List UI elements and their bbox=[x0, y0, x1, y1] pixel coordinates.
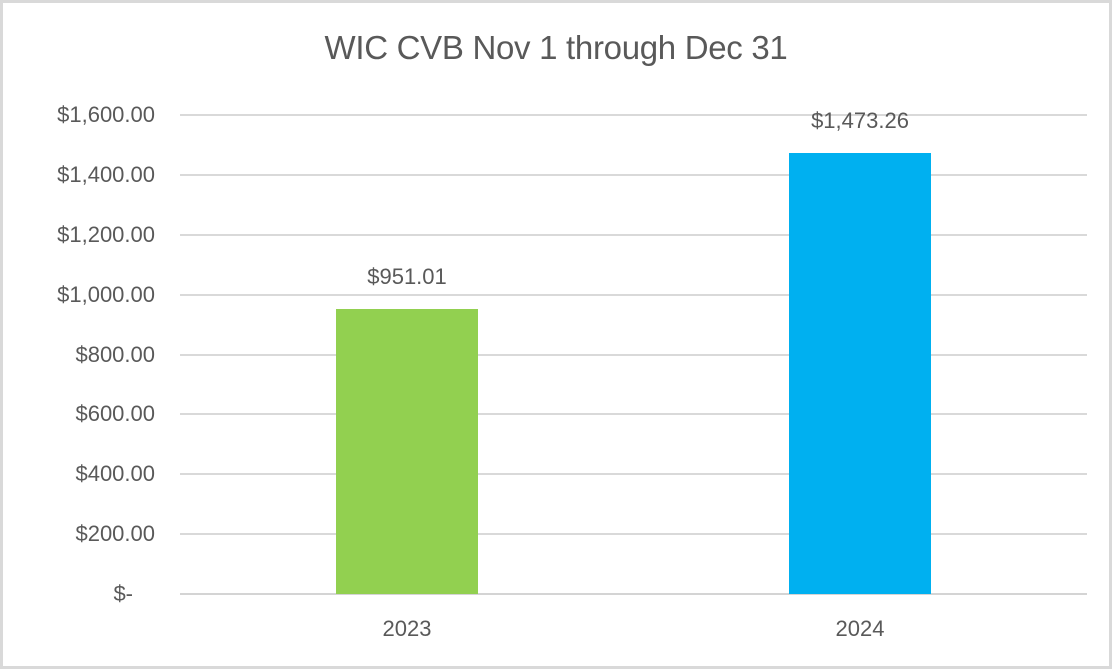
gridline bbox=[180, 293, 1087, 296]
y-axis-tick-label: $1,400.00 bbox=[57, 161, 155, 187]
bar-2023[interactable] bbox=[336, 309, 478, 594]
x-axis-label-2024: 2024 bbox=[835, 616, 885, 641]
data-label-2023: $951.01 bbox=[367, 264, 447, 289]
y-axis-tick-label: $1,600.00 bbox=[57, 102, 155, 127]
y-axis-tick-label: $600.00 bbox=[75, 401, 155, 427]
chart-title[interactable]: WIC CVB Nov 1 through Dec 31 bbox=[324, 29, 788, 66]
gridline bbox=[180, 533, 1087, 536]
gridline bbox=[180, 173, 1087, 176]
bar-2024[interactable] bbox=[789, 153, 931, 594]
y-axis-tick-label: $1,000.00 bbox=[57, 281, 155, 307]
gridline bbox=[180, 473, 1087, 476]
x-axis-label-2023: 2023 bbox=[382, 616, 432, 641]
x-axis-line bbox=[180, 593, 1087, 595]
y-axis-tick-label: $1,200.00 bbox=[57, 221, 155, 247]
gridline bbox=[180, 114, 1087, 116]
gridline bbox=[180, 233, 1087, 236]
gridline bbox=[180, 413, 1087, 416]
gridline bbox=[180, 353, 1087, 356]
y-axis-tick-label: $200.00 bbox=[75, 521, 155, 547]
y-axis-tick-label: $400.00 bbox=[75, 461, 155, 487]
y-axis-tick-label: $- bbox=[113, 581, 133, 606]
y-axis-tick-label: $800.00 bbox=[75, 341, 155, 367]
data-label-2024: $1,473.26 bbox=[811, 108, 909, 133]
